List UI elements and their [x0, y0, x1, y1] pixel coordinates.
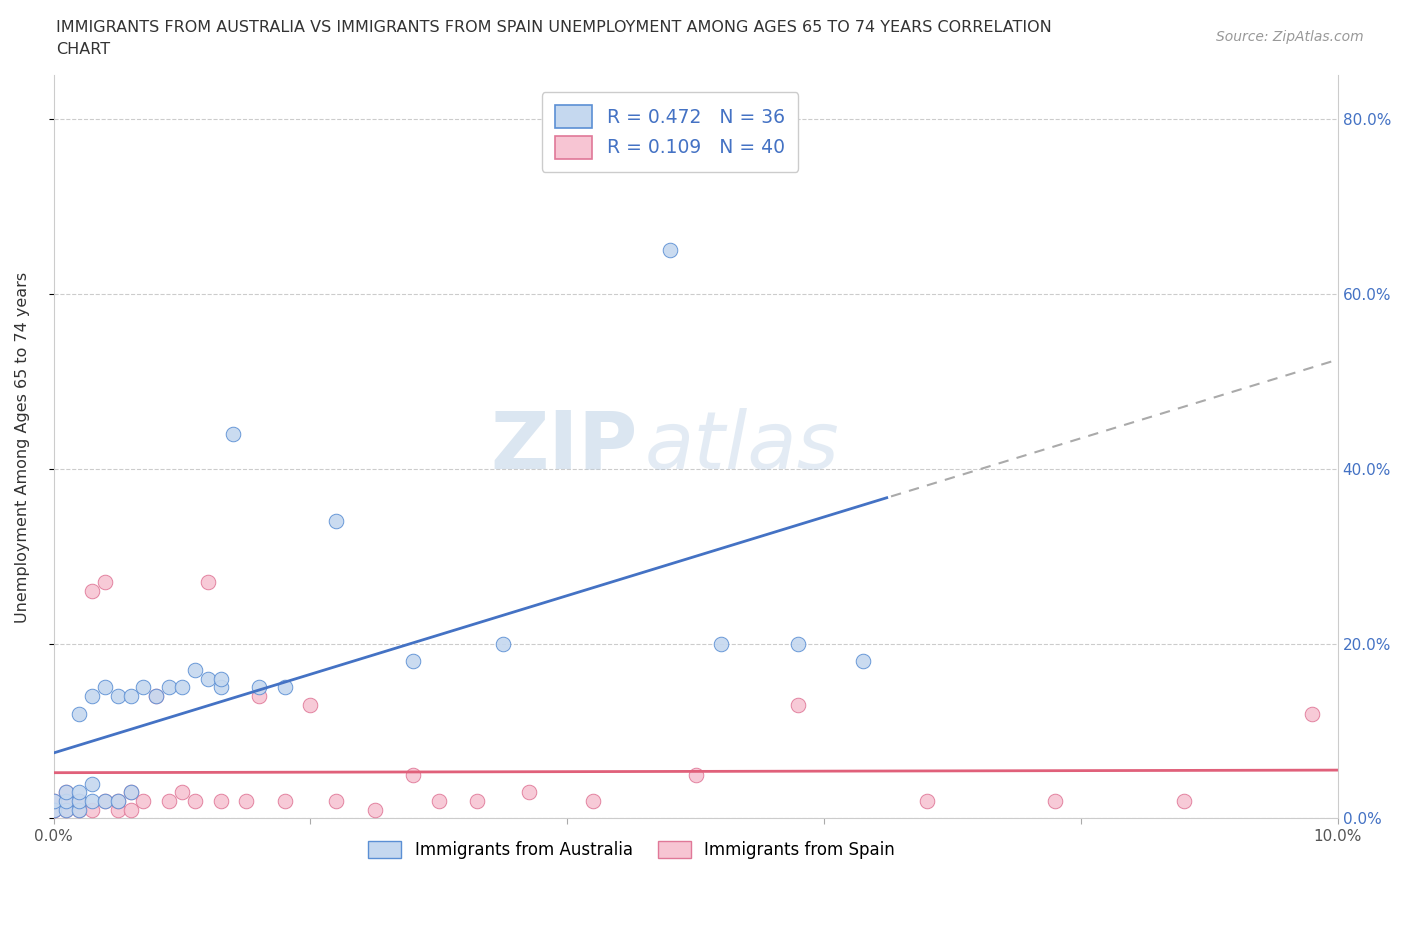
Point: [42, 803, 65, 817]
Point: [402, 767, 425, 782]
Point: [55, 785, 77, 800]
Point: [427, 793, 450, 808]
Point: [274, 793, 297, 808]
Point: [55, 793, 77, 808]
Point: [55, 793, 77, 808]
Point: [94, 575, 117, 590]
Point: [120, 688, 142, 703]
Point: [42, 793, 65, 808]
Point: [67, 803, 90, 817]
Point: [1173, 793, 1195, 808]
Point: [492, 636, 515, 651]
Point: [851, 654, 873, 669]
Point: [197, 575, 219, 590]
Point: [325, 514, 347, 529]
Legend: Immigrants from Australia, Immigrants from Spain: Immigrants from Australia, Immigrants fr…: [361, 834, 901, 866]
Point: [299, 698, 322, 712]
Point: [82, 776, 104, 790]
Point: [82, 803, 104, 817]
Point: [107, 803, 129, 817]
Point: [710, 636, 733, 651]
Point: [184, 662, 207, 677]
Point: [222, 427, 245, 442]
Point: [67, 803, 90, 817]
Point: [915, 793, 938, 808]
Y-axis label: Unemployment Among Ages 65 to 74 years: Unemployment Among Ages 65 to 74 years: [15, 272, 30, 622]
Point: [197, 671, 219, 686]
Point: [247, 680, 270, 695]
Point: [55, 803, 77, 817]
Point: [94, 680, 117, 695]
Point: [787, 636, 810, 651]
Point: [67, 706, 90, 721]
Point: [107, 793, 129, 808]
Point: [685, 767, 707, 782]
Point: [1043, 793, 1066, 808]
Text: atlas: atlas: [644, 408, 839, 486]
Point: [145, 688, 167, 703]
Point: [120, 785, 142, 800]
Point: [517, 785, 540, 800]
Point: [402, 654, 425, 669]
Point: [157, 793, 180, 808]
Point: [82, 793, 104, 808]
Point: [94, 793, 117, 808]
Point: [120, 785, 142, 800]
Point: [170, 680, 193, 695]
Text: IMMIGRANTS FROM AUSTRALIA VS IMMIGRANTS FROM SPAIN UNEMPLOYMENT AMONG AGES 65 TO: IMMIGRANTS FROM AUSTRALIA VS IMMIGRANTS …: [56, 20, 1052, 35]
Point: [67, 793, 90, 808]
Text: ZIP: ZIP: [491, 408, 638, 486]
Point: [67, 793, 90, 808]
Point: [55, 803, 77, 817]
Point: [363, 803, 385, 817]
Point: [787, 698, 810, 712]
Point: [274, 680, 297, 695]
Text: CHART: CHART: [56, 42, 110, 57]
Point: [209, 793, 232, 808]
Point: [67, 785, 90, 800]
Point: [82, 584, 104, 599]
Point: [157, 680, 180, 695]
Text: Source: ZipAtlas.com: Source: ZipAtlas.com: [1216, 30, 1364, 44]
Point: [209, 680, 232, 695]
Point: [184, 793, 207, 808]
Point: [132, 680, 155, 695]
Point: [145, 688, 167, 703]
Point: [107, 688, 129, 703]
Point: [658, 243, 681, 258]
Point: [247, 688, 270, 703]
Point: [107, 793, 129, 808]
Point: [325, 793, 347, 808]
Point: [209, 671, 232, 686]
Point: [42, 803, 65, 817]
Point: [467, 793, 489, 808]
Point: [170, 785, 193, 800]
Point: [94, 793, 117, 808]
Point: [82, 688, 104, 703]
Point: [42, 793, 65, 808]
Point: [42, 803, 65, 817]
Point: [120, 803, 142, 817]
Point: [55, 785, 77, 800]
Point: [1301, 706, 1323, 721]
Point: [235, 793, 257, 808]
Point: [582, 793, 605, 808]
Point: [132, 793, 155, 808]
